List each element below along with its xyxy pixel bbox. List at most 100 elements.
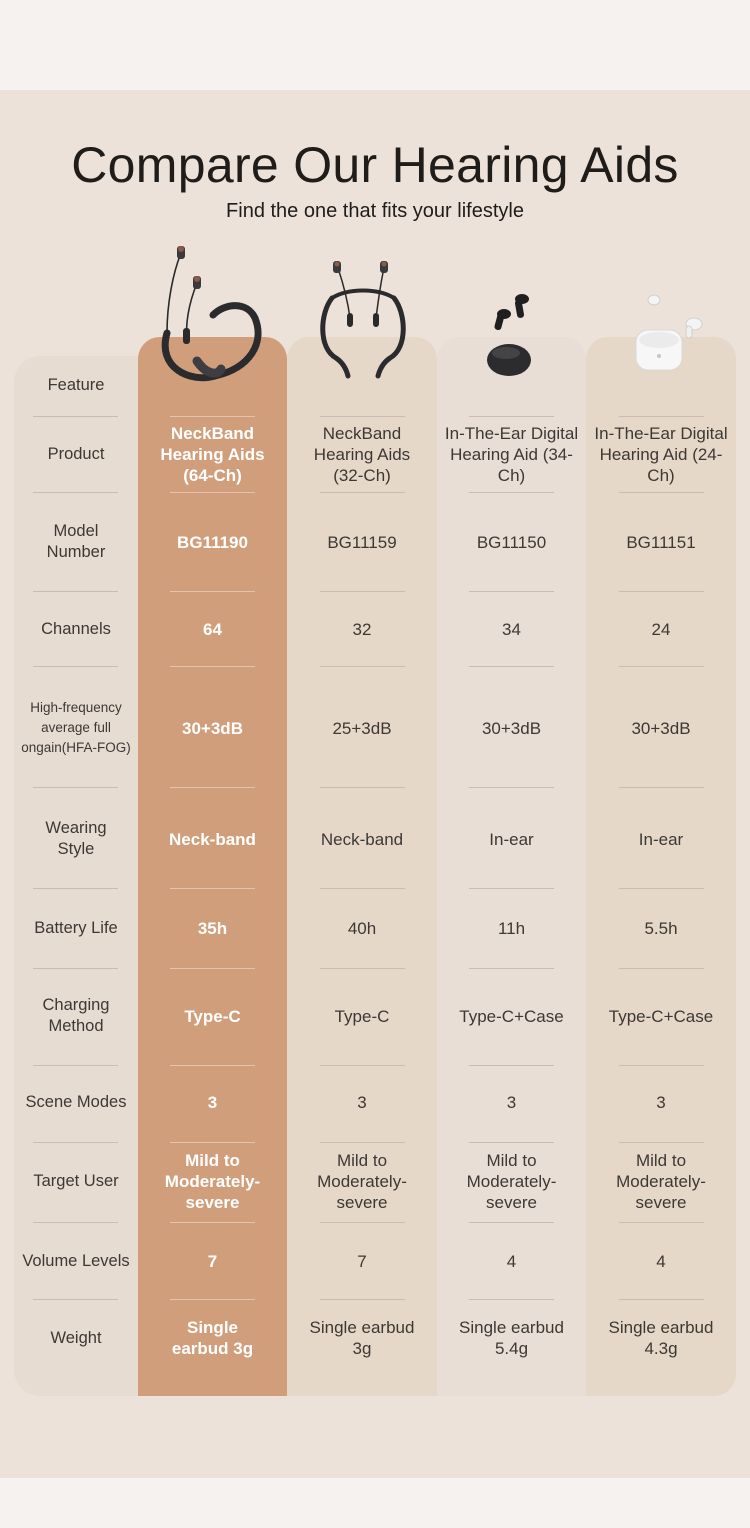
feature-label: Wearing Style — [45, 819, 107, 858]
in-ear-34ch-value: Mild to Moderately-severe — [466, 1150, 557, 1212]
row-divider — [170, 888, 255, 889]
row-divider — [170, 1142, 255, 1143]
row-divider — [33, 888, 118, 889]
neckband-32ch-value: Type-C — [334, 1006, 390, 1026]
neckband-64ch-value: 30+3dB — [182, 718, 243, 738]
in-ear-34ch-value: 34 — [502, 619, 521, 639]
top-background — [0, 0, 750, 90]
row-divider — [619, 666, 704, 667]
row-divider — [320, 787, 405, 788]
feature-label: Product — [47, 444, 105, 463]
neckband-32ch-value: BG11159 — [327, 532, 397, 552]
row-divider — [469, 416, 554, 417]
row-divider — [33, 968, 118, 969]
neckband-32ch-value: Mild to Moderately-severe — [317, 1150, 407, 1212]
row-divider — [619, 591, 704, 592]
in-ear-24ch-value: In-The-Ear Digital Hearing Aid (24-Ch) — [594, 423, 728, 485]
in-ear-24ch-image — [635, 294, 703, 371]
feature-label: Scene Modes — [25, 1092, 127, 1111]
row-divider — [33, 666, 118, 667]
row-divider — [170, 1222, 255, 1223]
row-divider — [469, 888, 554, 889]
row-divider — [320, 492, 405, 493]
row-divider — [320, 888, 405, 889]
row-divider — [320, 591, 405, 592]
neckband-32ch-value: Single earbud 3g — [309, 1318, 415, 1358]
in-ear-34ch-value: In-The-Ear Digital Hearing Aid (34-Ch) — [444, 423, 579, 485]
neckband-64ch-value: BG11190 — [177, 532, 248, 552]
column-in-ear-34ch — [437, 337, 586, 1396]
neckband-32ch-value: 25+3dB — [332, 718, 392, 738]
row-divider — [469, 1065, 554, 1066]
row-divider — [320, 1222, 405, 1223]
row-divider — [170, 591, 255, 592]
row-divider — [33, 591, 118, 592]
row-divider — [619, 1142, 704, 1143]
row-divider — [33, 787, 118, 788]
feature-header: Feature — [47, 375, 105, 394]
neckband-32ch-value: 7 — [357, 1251, 367, 1271]
row-divider — [33, 492, 118, 493]
neckband-64ch-value: 7 — [207, 1251, 218, 1271]
in-ear-24ch-value: 24 — [651, 619, 671, 639]
neckband-64ch-value: NeckBand Hearing Aids (64-Ch) — [160, 423, 265, 485]
neckband-32ch-image — [320, 261, 406, 379]
feature-label: Weight — [50, 1328, 102, 1347]
row-divider — [469, 787, 554, 788]
row-divider — [469, 666, 554, 667]
row-divider — [170, 968, 255, 969]
neckband-32ch-value: 32 — [352, 619, 372, 639]
in-ear-24ch-value: 5.5h — [644, 918, 678, 938]
row-divider — [33, 1142, 118, 1143]
column-in-ear-24ch — [586, 337, 736, 1396]
feature-label: High-frequency average full ongain(HFA-F… — [21, 700, 131, 755]
row-divider — [33, 416, 118, 417]
row-divider — [320, 1299, 405, 1300]
in-ear-34ch-value: In-ear — [489, 829, 534, 849]
row-divider — [469, 591, 554, 592]
row-divider — [320, 1142, 405, 1143]
in-ear-24ch-value: In-ear — [638, 829, 684, 849]
neckband-32ch-value: NeckBand Hearing Aids (32-Ch) — [313, 423, 411, 485]
row-divider — [619, 1065, 704, 1066]
feature-label: Channels — [41, 619, 111, 638]
row-divider — [170, 666, 255, 667]
in-ear-24ch-value: Type-C+Case — [608, 1006, 714, 1026]
row-divider — [619, 492, 704, 493]
row-divider — [320, 1065, 405, 1066]
row-divider — [170, 1065, 255, 1066]
in-ear-24ch-value: Mild to Moderately-severe — [616, 1150, 706, 1212]
row-divider — [33, 1299, 118, 1300]
page-title: Compare Our Hearing Aids — [71, 137, 679, 193]
neckband-64ch-value: Neck-band — [169, 829, 256, 849]
in-ear-34ch-value: Single earbud 5.4g — [459, 1318, 564, 1358]
in-ear-24ch-value: 3 — [656, 1092, 666, 1112]
in-ear-24ch-value: 4 — [656, 1251, 666, 1271]
row-divider — [619, 888, 704, 889]
in-ear-34ch-value: 30+3dB — [481, 718, 542, 738]
page-subtitle: Find the one that fits your lifestyle — [226, 200, 524, 222]
neckband-32ch-value: 40h — [347, 918, 377, 938]
bottom-background — [0, 1478, 750, 1528]
in-ear-34ch-value: 11h — [497, 918, 526, 938]
neckband-32ch-value: 3 — [357, 1092, 367, 1112]
row-divider — [619, 787, 704, 788]
row-divider — [170, 416, 255, 417]
feature-label: Model Number — [46, 522, 106, 561]
row-divider — [170, 1299, 255, 1300]
row-divider — [170, 787, 255, 788]
neckband-64ch-value: Mild to Moderately-severe — [164, 1150, 261, 1212]
row-divider — [619, 416, 704, 417]
neckband-64ch-value: 35h — [197, 918, 228, 938]
neckband-32ch-value: Neck-band — [320, 829, 404, 849]
row-divider — [469, 1142, 554, 1143]
feature-label: Charging Method — [42, 996, 110, 1035]
row-divider — [619, 1222, 704, 1223]
in-ear-34ch-value: 3 — [506, 1092, 517, 1112]
neckband-64ch-image — [161, 246, 262, 382]
feature-label: Battery Life — [34, 918, 118, 937]
in-ear-24ch-value: Single earbud 4.3g — [608, 1318, 714, 1358]
in-ear-24ch-value: 30+3dB — [631, 718, 691, 738]
row-divider — [320, 416, 405, 417]
column-neckband-64ch — [138, 337, 287, 1396]
